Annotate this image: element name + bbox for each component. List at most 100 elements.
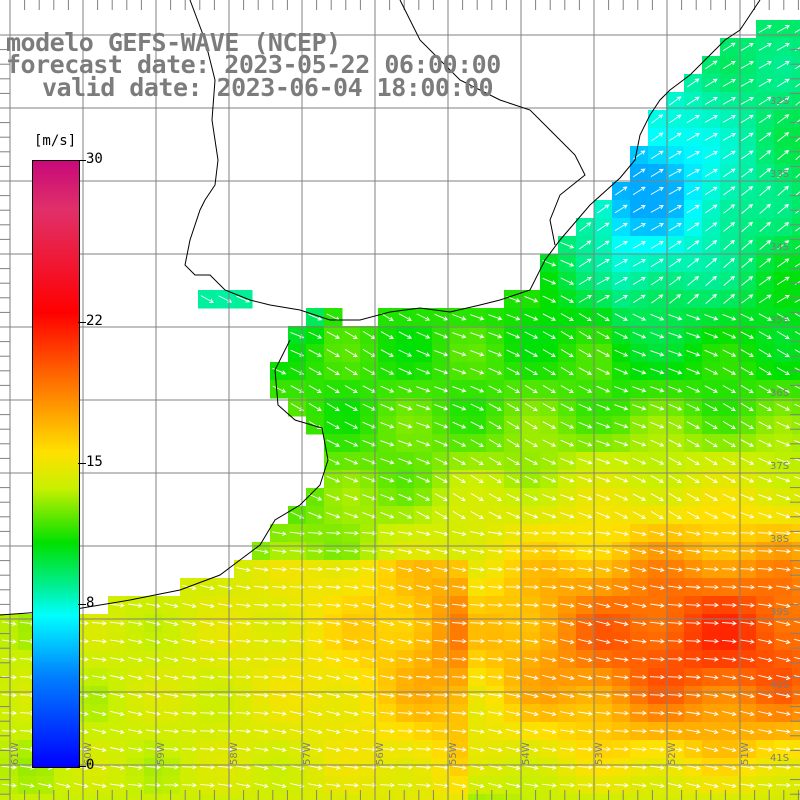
wind-arrow [776, 476, 791, 483]
wind-arrow [704, 78, 718, 88]
wind-arrow [794, 440, 800, 444]
wind-arrow [686, 133, 700, 141]
wind-arrow [470, 385, 485, 393]
wind-arrow [758, 692, 773, 699]
wind-arrow [506, 439, 520, 448]
wind-arrow [308, 746, 323, 753]
wind-arrow [757, 530, 773, 536]
wind-arrow [380, 602, 395, 609]
wind-arrow [253, 620, 269, 626]
wind-arrow [506, 764, 521, 771]
wind-cell [216, 794, 235, 800]
wind-cell [792, 380, 800, 399]
wind-arrow [380, 494, 395, 501]
wind-arrow [182, 657, 197, 662]
wind-arrow [344, 439, 359, 447]
wind-arrow [434, 313, 449, 321]
wind-arrow [649, 710, 665, 716]
wind-cell [18, 794, 37, 800]
wind-cell [792, 308, 800, 327]
wind-arrow [92, 693, 107, 699]
wind-arrow [343, 530, 359, 536]
wind-arrow [686, 549, 701, 554]
wind-arrow [362, 476, 377, 483]
wind-arrow [667, 674, 683, 680]
wind-arrow [776, 656, 791, 663]
wind-arrow [722, 367, 737, 375]
wind-arrow [236, 295, 251, 303]
wind-arrow [668, 187, 682, 195]
wind-arrow [362, 620, 377, 627]
wind-arrow [776, 25, 790, 33]
wind-arrow [560, 674, 575, 681]
wind-arrow [596, 259, 610, 267]
wind-arrow [469, 693, 485, 698]
wind-arrow [523, 602, 539, 608]
wind-arrow [596, 638, 611, 645]
wind-arrow [506, 675, 521, 680]
wind-cell [324, 794, 343, 800]
wind-arrow [614, 566, 629, 573]
wind-arrow [686, 222, 700, 232]
wind-arrow [1, 765, 17, 770]
wind-arrow [452, 368, 467, 375]
wind-arrow [667, 620, 683, 626]
wind-cell [792, 452, 800, 471]
wind-arrow [739, 603, 755, 608]
wind-arrow [776, 403, 791, 411]
wind-arrow [667, 711, 683, 716]
wind-cell [558, 794, 577, 800]
wind-arrow [595, 764, 611, 770]
wind-arrow [560, 421, 575, 429]
wind-arrow [200, 295, 214, 303]
wind-arrow [236, 765, 251, 770]
wind-arrow [524, 295, 539, 303]
wind-cell [792, 524, 800, 543]
coastline-argentina [0, 339, 329, 616]
wind-cell [792, 56, 800, 75]
wind-arrow [469, 620, 485, 626]
wind-arrow [686, 782, 701, 789]
wind-arrow [704, 332, 719, 339]
wind-arrow [559, 548, 575, 554]
wind-arrow [434, 439, 449, 447]
wind-arrow [542, 710, 557, 717]
wind-arrow [777, 132, 790, 142]
wind-cell [684, 794, 703, 800]
wind-arrow [326, 747, 341, 753]
wind-arrow [739, 566, 755, 572]
wind-arrow [596, 349, 611, 357]
wind-arrow [451, 603, 467, 608]
wind-cell [792, 200, 800, 219]
wind-arrow [613, 692, 629, 698]
wind-arrow [759, 203, 772, 214]
wind-arrow [740, 349, 754, 357]
wind-arrow [380, 638, 395, 645]
wind-arrow [308, 331, 323, 339]
wind-arrow [795, 227, 800, 232]
wind-arrow [434, 511, 448, 519]
wind-arrow [632, 639, 647, 644]
wind-arrow [632, 783, 647, 788]
wind-arrow [199, 675, 215, 680]
wind-arrow [452, 475, 466, 483]
wind-arrow [757, 548, 773, 554]
wind-arrow [668, 403, 683, 411]
wind-arrow [272, 693, 287, 698]
wind-arrow [759, 150, 772, 160]
wind-arrow [668, 747, 683, 752]
wind-arrow [794, 458, 800, 462]
wind-arrow [343, 783, 359, 788]
wind-arrow [578, 258, 592, 268]
wind-cell [612, 794, 631, 800]
wind-arrow [740, 657, 755, 663]
wind-arrow [307, 584, 323, 590]
wind-arrow [614, 548, 629, 555]
wind-arrow [632, 440, 647, 447]
wind-arrow [776, 385, 791, 393]
wind-arrow [650, 313, 665, 321]
wind-arrow [650, 368, 665, 375]
wind-arrow [686, 314, 701, 321]
wind-arrow [722, 710, 737, 717]
wind-arrow [686, 475, 700, 484]
